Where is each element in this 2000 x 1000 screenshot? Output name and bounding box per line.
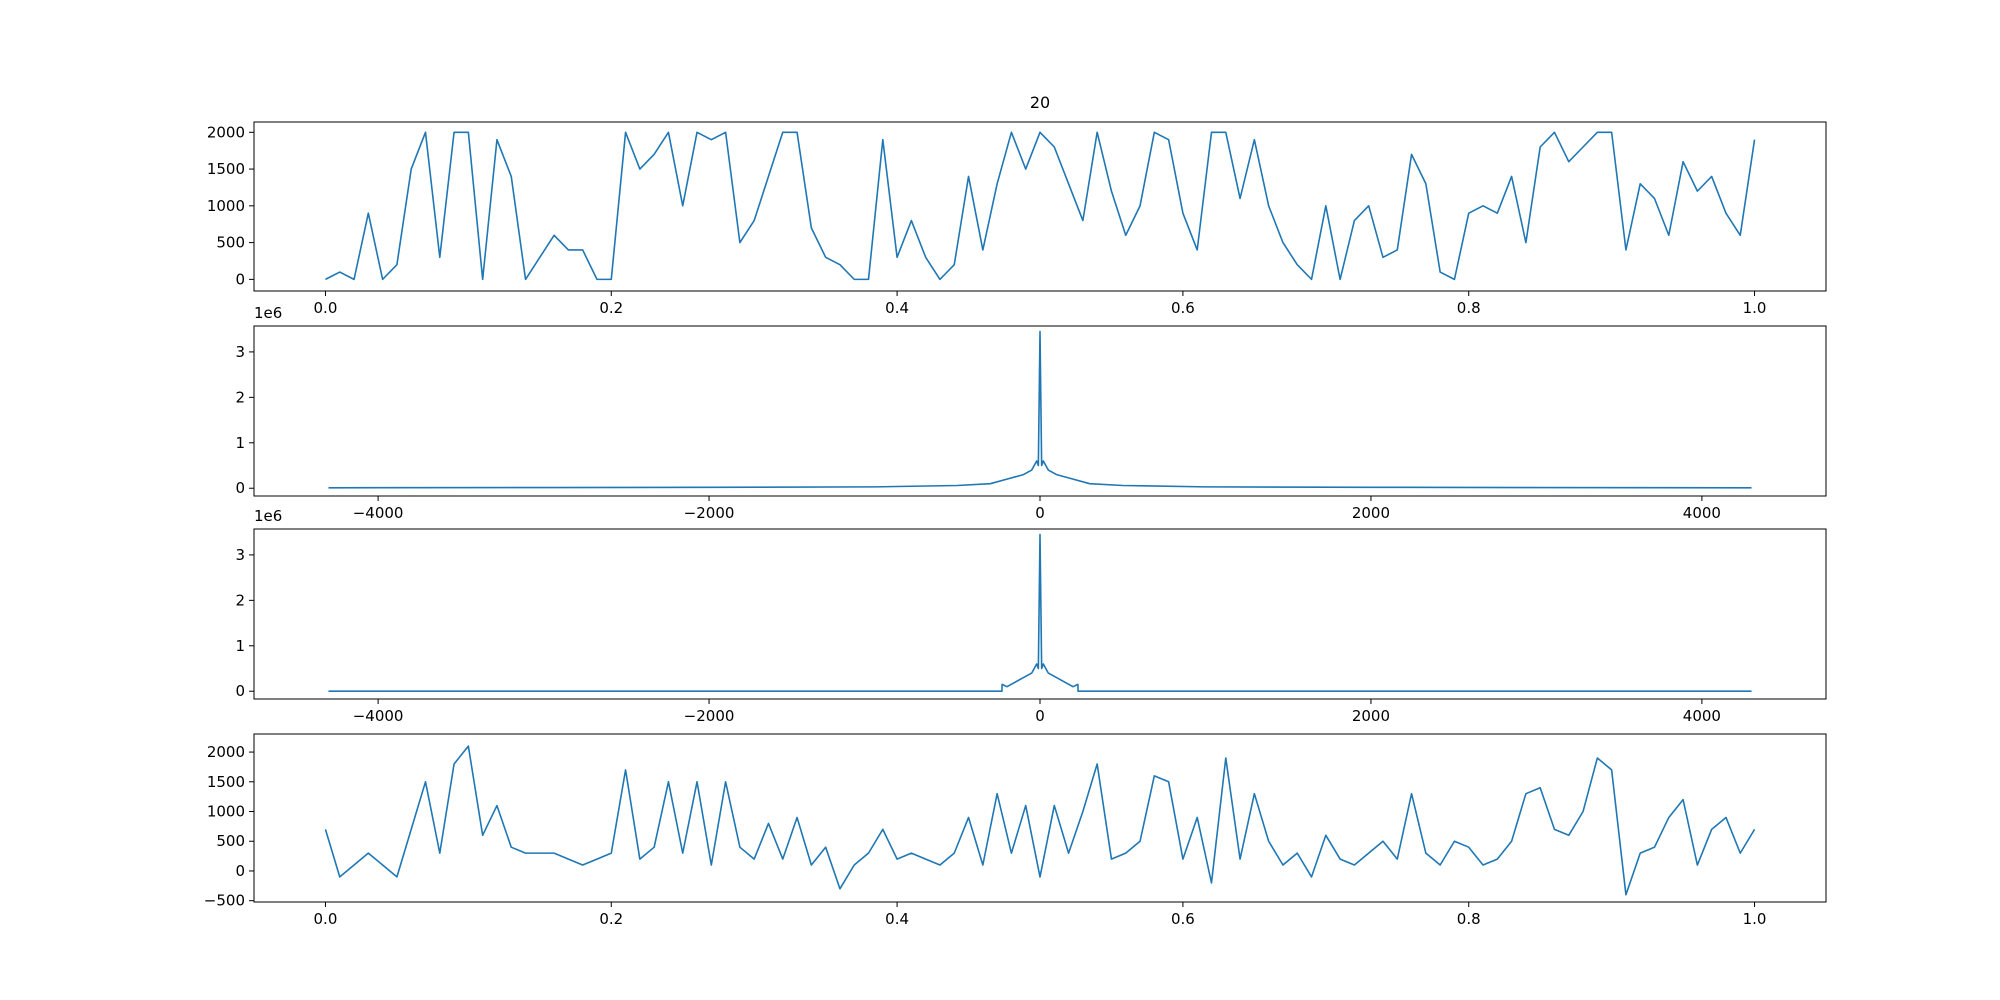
chart-title: 20	[1030, 93, 1050, 112]
x-tick-label: 0.4	[885, 299, 909, 317]
axes-frame	[253, 733, 1827, 903]
x-tick-label: 0.2	[599, 299, 623, 317]
x-tick-label: 0.6	[1171, 910, 1195, 928]
y-tick-label: 1500	[207, 160, 245, 178]
y-tick-label: 1000	[207, 803, 245, 821]
y-tick-label: 0	[235, 862, 245, 880]
data-line	[328, 533, 1752, 693]
x-tick-label: 1.0	[1743, 299, 1767, 317]
y-tick-label: 1000	[207, 197, 245, 215]
y-tick-label: 2000	[207, 743, 245, 761]
x-tick-label: 4000	[1683, 707, 1721, 725]
y-tick-label: 500	[216, 832, 245, 850]
y-tick-label: 3	[235, 343, 245, 361]
y-tick-label: 2	[235, 388, 245, 406]
x-tick-label: 0	[1035, 504, 1045, 522]
x-tick-label: 0.0	[314, 299, 338, 317]
y-tick-label: 2000	[207, 123, 245, 141]
data-line	[325, 131, 1756, 281]
y-tick-label: 0	[235, 479, 245, 497]
y-tick-label: 0	[235, 682, 245, 700]
x-tick-label: −4000	[353, 504, 404, 522]
x-tick-label: 0.6	[1171, 299, 1195, 317]
x-tick-label: 0.0	[314, 910, 338, 928]
x-tick-label: 4000	[1683, 504, 1721, 522]
y-tick-label: 1	[235, 434, 245, 452]
x-tick-label: 1.0	[1743, 910, 1767, 928]
y-offset-label: 1e6	[254, 304, 282, 322]
y-tick-label: −500	[204, 892, 245, 910]
x-tick-label: 0.8	[1457, 910, 1481, 928]
x-tick-label: 2000	[1352, 504, 1390, 522]
x-tick-label: −2000	[684, 707, 735, 725]
y-tick-label: 2	[235, 591, 245, 609]
x-tick-label: 2000	[1352, 707, 1390, 725]
data-line	[328, 330, 1752, 489]
x-tick-label: 0.4	[885, 910, 909, 928]
y-tick-label: 1	[235, 637, 245, 655]
x-tick-label: 0	[1035, 707, 1045, 725]
x-tick-label: −4000	[353, 707, 404, 725]
y-tick-label: 3	[235, 546, 245, 564]
x-tick-label: 0.2	[599, 910, 623, 928]
y-tick-label: 1500	[207, 773, 245, 791]
x-tick-label: 0.8	[1457, 299, 1481, 317]
y-tick-label: 0	[235, 270, 245, 288]
y-tick-label: 500	[216, 234, 245, 252]
y-offset-label: 1e6	[254, 507, 282, 525]
data-line	[324, 745, 1756, 896]
x-tick-label: −2000	[684, 504, 735, 522]
axes-frame	[253, 121, 1827, 292]
